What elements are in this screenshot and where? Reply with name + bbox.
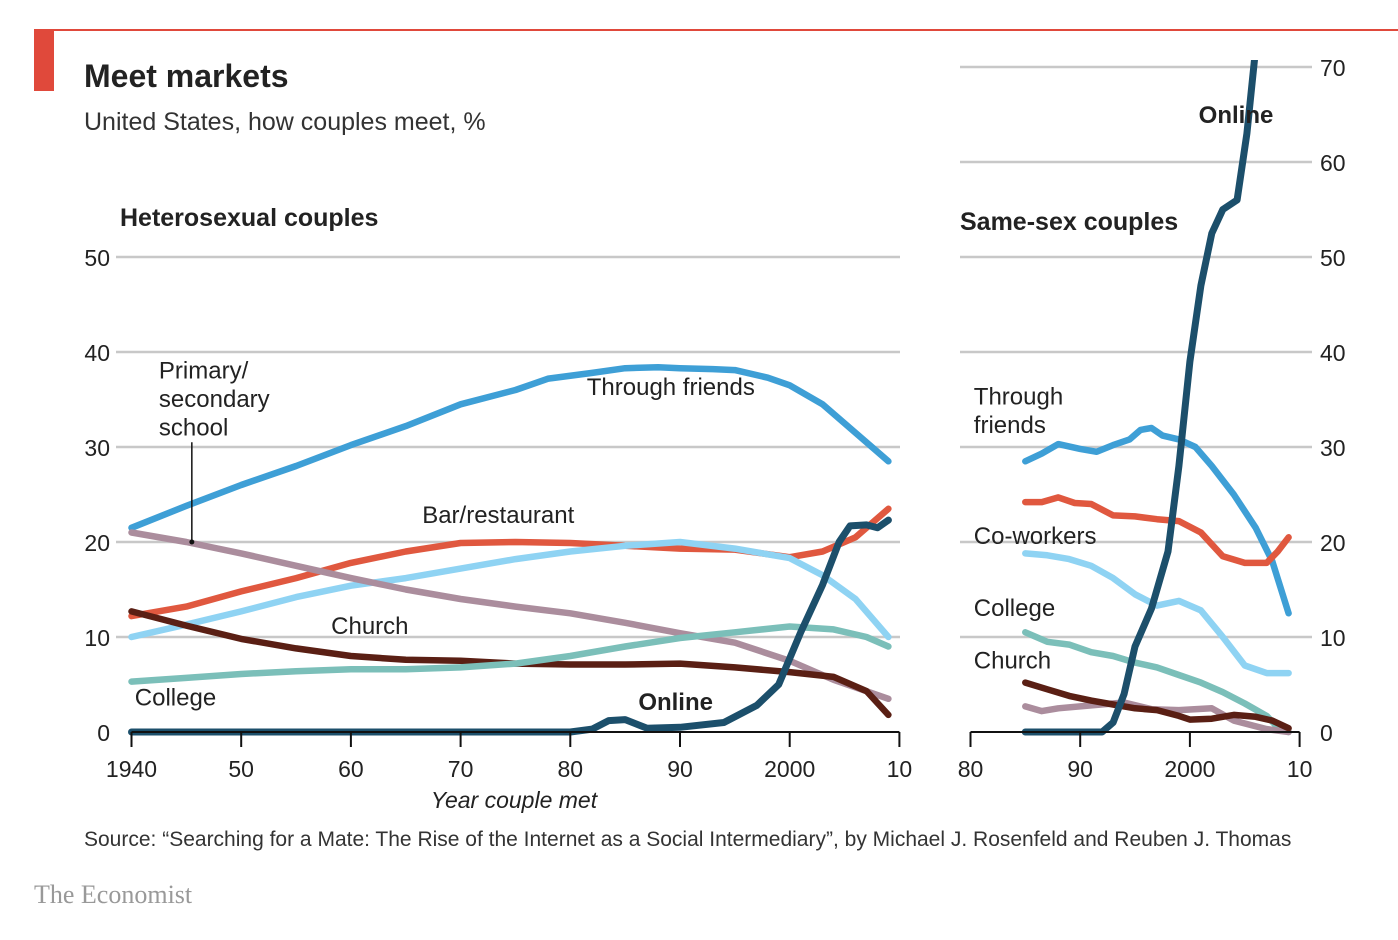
series-line-through-friends xyxy=(128,363,892,532)
x-tick-label-1950: 50 xyxy=(228,756,254,782)
annotation-co-workers-2: Co-workers xyxy=(974,523,1097,550)
annotation-bar-restaurant-4: Bar/restaurant xyxy=(422,502,574,529)
y-tick-label-20: 20 xyxy=(84,530,110,556)
annotation-through-friends-3: Through friends xyxy=(587,374,755,401)
series-line-college xyxy=(128,623,892,685)
annotation-through-0: Through xyxy=(974,383,1063,410)
series-line-online xyxy=(1021,60,1258,736)
series-line-church xyxy=(128,608,892,719)
top-rule xyxy=(34,29,1398,31)
series-line-through-friends xyxy=(1022,424,1292,617)
y-tick-label-30: 30 xyxy=(84,435,110,461)
annotation-school-2: school xyxy=(159,415,228,442)
x-tick-label-1940: 1940 xyxy=(106,756,157,782)
y-tick-label-30: 30 xyxy=(1320,435,1346,461)
annotation-pointer-dot xyxy=(189,539,195,545)
y-tick-label-70: 70 xyxy=(1320,55,1346,81)
brand-tag xyxy=(34,29,54,91)
x-tick-label-2000: 2000 xyxy=(1164,756,1215,782)
series-line-coworkers xyxy=(128,538,892,641)
x-tick-label-1990: 90 xyxy=(1067,756,1093,782)
chart-title: Meet markets xyxy=(84,58,289,94)
y-tick-label-0: 0 xyxy=(97,720,110,746)
series-line-primary-secondary-school xyxy=(128,529,892,703)
series-line-co-workers xyxy=(1022,550,1292,677)
y-tick-label-10: 10 xyxy=(84,625,110,651)
series-line-bar-restaurant xyxy=(128,505,892,620)
series-line-online xyxy=(128,516,892,736)
y-tick-label-10: 10 xyxy=(1320,625,1346,651)
x-axis-label: Year couple met xyxy=(431,787,599,813)
series-line-college xyxy=(1022,629,1292,736)
x-tick-label-2000: 2000 xyxy=(764,756,815,782)
x-tick-label-1990: 90 xyxy=(667,756,693,782)
annotation-online-5: Online xyxy=(1199,102,1274,129)
y-tick-label-0: 0 xyxy=(1320,720,1333,746)
annotation-friends-1: friends xyxy=(974,412,1046,439)
annotation-church-4: Church xyxy=(974,647,1051,674)
annotation-primary-0: Primary/ xyxy=(159,358,249,385)
x-tick-label-1960: 60 xyxy=(338,756,364,782)
publisher-logo: The Economist xyxy=(34,880,193,909)
series-line-church xyxy=(1022,679,1292,732)
panel-heterosexual: 0 10 20 30 40 50 Heterosexual couples 1940 50 60 7… xyxy=(84,204,912,813)
y-tick-label-40: 40 xyxy=(84,340,110,366)
annotation-church-5: Church xyxy=(331,613,408,640)
x-tick-label-2010: 10 xyxy=(1287,756,1313,782)
series-line-bar_restaurant xyxy=(1022,494,1292,567)
y-tick-label-50: 50 xyxy=(1320,245,1346,271)
x-tick-label-1980: 80 xyxy=(958,756,984,782)
annotation-college-6: College xyxy=(135,684,216,711)
x-tick-label-2010: 10 xyxy=(887,756,913,782)
y-tick-label-60: 60 xyxy=(1320,150,1346,176)
x-tick-label-1970: 70 xyxy=(448,756,474,782)
chart-subtitle: United States, how couples meet, % xyxy=(84,108,486,136)
panel-same-sex: 0 10 20 30 40 50 60 70 Same-sex couples 80 90 2000 1… xyxy=(958,55,1346,782)
y-tick-label-40: 40 xyxy=(1320,340,1346,366)
panel-title: Same-sex couples xyxy=(960,208,1178,236)
y-tick-label-20: 20 xyxy=(1320,530,1346,556)
x-tick-label-1980: 80 xyxy=(558,756,584,782)
panel-title: Heterosexual couples xyxy=(120,204,378,232)
annotation-online-7: Online xyxy=(638,689,713,716)
source-note: Source: “Searching for a Mate: The Rise … xyxy=(84,828,1292,851)
annotation-secondary-1: secondary xyxy=(159,386,270,413)
y-tick-label-50: 50 xyxy=(84,245,110,271)
annotation-college-3: College xyxy=(974,595,1055,622)
